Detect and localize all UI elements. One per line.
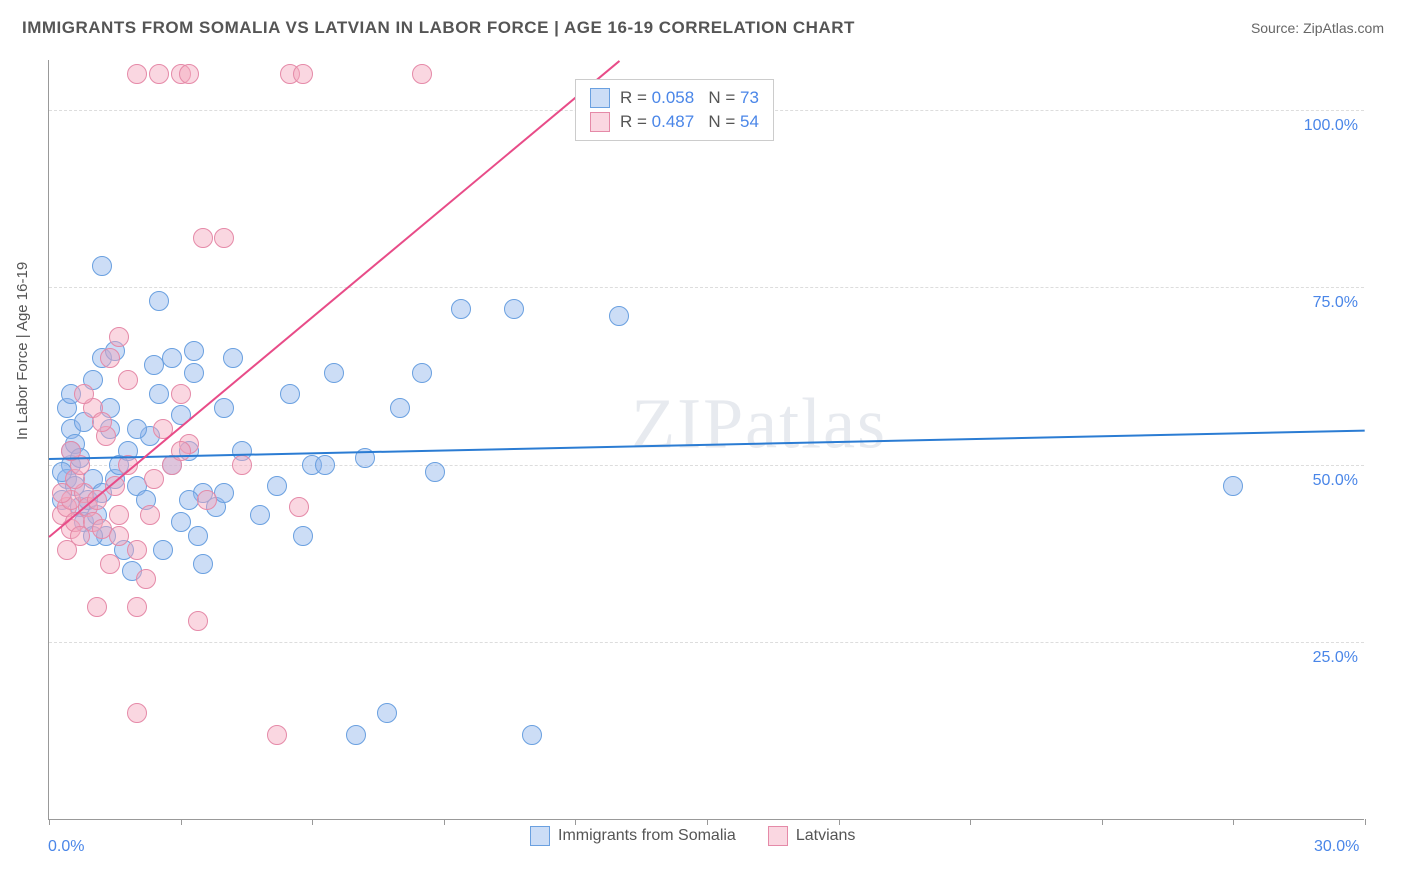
- scatter-marker-somalia: [214, 483, 234, 503]
- scatter-marker-somalia: [214, 398, 234, 418]
- legend-swatch: [530, 826, 550, 846]
- scatter-marker-somalia: [1223, 476, 1243, 496]
- scatter-marker-somalia: [188, 526, 208, 546]
- scatter-marker-somalia: [504, 299, 524, 319]
- scatter-marker-somalia: [522, 725, 542, 745]
- scatter-marker-latvians: [127, 540, 147, 560]
- scatter-marker-latvians: [109, 327, 129, 347]
- source-attribution: Source: ZipAtlas.com: [1251, 20, 1384, 36]
- scatter-marker-latvians: [118, 370, 138, 390]
- scatter-marker-latvians: [57, 540, 77, 560]
- scatter-marker-somalia: [324, 363, 344, 383]
- scatter-marker-somalia: [412, 363, 432, 383]
- scatter-marker-latvians: [149, 64, 169, 84]
- scatter-marker-latvians: [293, 64, 313, 84]
- scatter-marker-latvians: [188, 611, 208, 631]
- scatter-marker-latvians: [193, 228, 213, 248]
- scatter-marker-somalia: [377, 703, 397, 723]
- legend-swatch: [590, 88, 610, 108]
- scatter-marker-latvians: [171, 384, 191, 404]
- scatter-marker-somalia: [280, 384, 300, 404]
- scatter-marker-somalia: [153, 540, 173, 560]
- scatter-marker-somalia: [293, 526, 313, 546]
- scatter-marker-latvians: [127, 597, 147, 617]
- gridline: [49, 287, 1364, 288]
- y-tick-label: 100.0%: [1304, 117, 1358, 135]
- scatter-marker-somalia: [223, 348, 243, 368]
- stats-box: R = 0.058 N = 73 R = 0.487 N = 54: [575, 79, 774, 141]
- y-tick-label: 25.0%: [1313, 649, 1358, 667]
- chart-title: IMMIGRANTS FROM SOMALIA VS LATVIAN IN LA…: [22, 18, 855, 38]
- scatter-marker-latvians: [109, 505, 129, 525]
- scatter-marker-latvians: [136, 569, 156, 589]
- scatter-marker-somalia: [609, 306, 629, 326]
- legend-swatch: [590, 112, 610, 132]
- scatter-plot-area: ZIPatlas 25.0% 50.0% 75.0% 100.0% R = 0.058 …: [48, 60, 1364, 820]
- x-tick: [970, 819, 971, 825]
- bottom-legend: Immigrants from Somalia Latvians: [530, 826, 879, 846]
- y-tick-label: 75.0%: [1313, 294, 1358, 312]
- x-max-label: 30.0%: [1314, 838, 1359, 856]
- x-tick: [575, 819, 576, 825]
- x-tick: [181, 819, 182, 825]
- scatter-marker-latvians: [214, 228, 234, 248]
- legend-swatch: [768, 826, 788, 846]
- stats-text: R = 0.058 N = 73: [620, 88, 759, 108]
- scatter-marker-latvians: [100, 348, 120, 368]
- stats-text: R = 0.487 N = 54: [620, 112, 759, 132]
- x-tick: [839, 819, 840, 825]
- scatter-marker-latvians: [74, 384, 94, 404]
- scatter-marker-somalia: [149, 384, 169, 404]
- legend-label: Latvians: [796, 827, 856, 845]
- y-axis-label: In Labor Force | Age 16-19: [14, 262, 31, 440]
- scatter-marker-latvians: [232, 455, 252, 475]
- scatter-marker-somalia: [425, 462, 445, 482]
- scatter-marker-latvians: [179, 64, 199, 84]
- x-tick: [1102, 819, 1103, 825]
- scatter-marker-somalia: [127, 419, 147, 439]
- x-min-label: 0.0%: [48, 838, 84, 856]
- scatter-marker-latvians: [127, 703, 147, 723]
- gridline: [49, 642, 1364, 643]
- scatter-marker-latvians: [100, 554, 120, 574]
- scatter-marker-latvians: [87, 597, 107, 617]
- scatter-marker-latvians: [52, 483, 72, 503]
- x-tick: [312, 819, 313, 825]
- x-tick: [444, 819, 445, 825]
- scatter-marker-somalia: [390, 398, 410, 418]
- scatter-marker-somalia: [193, 554, 213, 574]
- scatter-marker-latvians: [289, 497, 309, 517]
- watermark: ZIPatlas: [631, 383, 887, 466]
- scatter-marker-somalia: [346, 725, 366, 745]
- scatter-marker-latvians: [109, 526, 129, 546]
- stats-row-somalia: R = 0.058 N = 73: [590, 86, 759, 110]
- scatter-marker-somalia: [451, 299, 471, 319]
- scatter-marker-latvians: [267, 725, 287, 745]
- scatter-marker-somalia: [171, 512, 191, 532]
- scatter-marker-somalia: [149, 291, 169, 311]
- legend-label: Immigrants from Somalia: [558, 827, 736, 845]
- scatter-marker-somalia: [184, 341, 204, 361]
- y-tick-label: 50.0%: [1313, 472, 1358, 490]
- x-tick: [1365, 819, 1366, 825]
- scatter-marker-latvians: [140, 505, 160, 525]
- scatter-marker-somalia: [162, 348, 182, 368]
- scatter-marker-latvians: [412, 64, 432, 84]
- scatter-marker-somalia: [184, 363, 204, 383]
- scatter-marker-latvians: [171, 441, 191, 461]
- scatter-marker-somalia: [92, 256, 112, 276]
- scatter-marker-latvians: [127, 64, 147, 84]
- scatter-marker-somalia: [267, 476, 287, 496]
- scatter-marker-somalia: [315, 455, 335, 475]
- scatter-marker-latvians: [92, 412, 112, 432]
- scatter-marker-somalia: [250, 505, 270, 525]
- x-tick: [1233, 819, 1234, 825]
- scatter-marker-latvians: [197, 490, 217, 510]
- x-tick: [49, 819, 50, 825]
- x-tick: [707, 819, 708, 825]
- stats-row-latvians: R = 0.487 N = 54: [590, 110, 759, 134]
- scatter-marker-latvians: [144, 469, 164, 489]
